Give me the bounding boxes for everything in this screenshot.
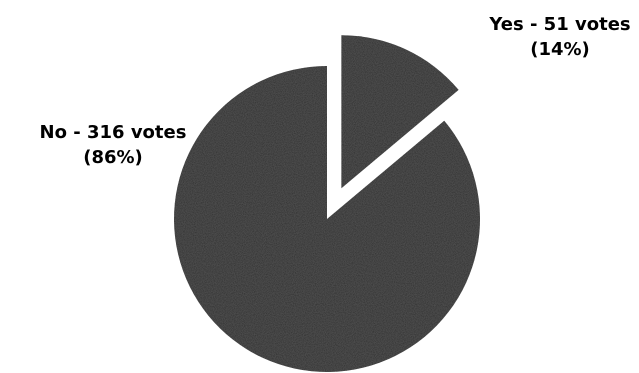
no-slice: [174, 66, 481, 373]
pie-labels: Yes - 51 votes (14%) No - 316 votes (86%…: [40, 14, 631, 168]
yes-slice-percent: (14%): [530, 39, 590, 60]
yes-slice: [341, 35, 459, 189]
yes-slice-label: Yes - 51 votes: [488, 14, 630, 35]
no-slice-percent: (86%): [83, 147, 143, 168]
no-slice-label: No - 316 votes: [40, 122, 187, 143]
pie-slices: [174, 35, 481, 373]
